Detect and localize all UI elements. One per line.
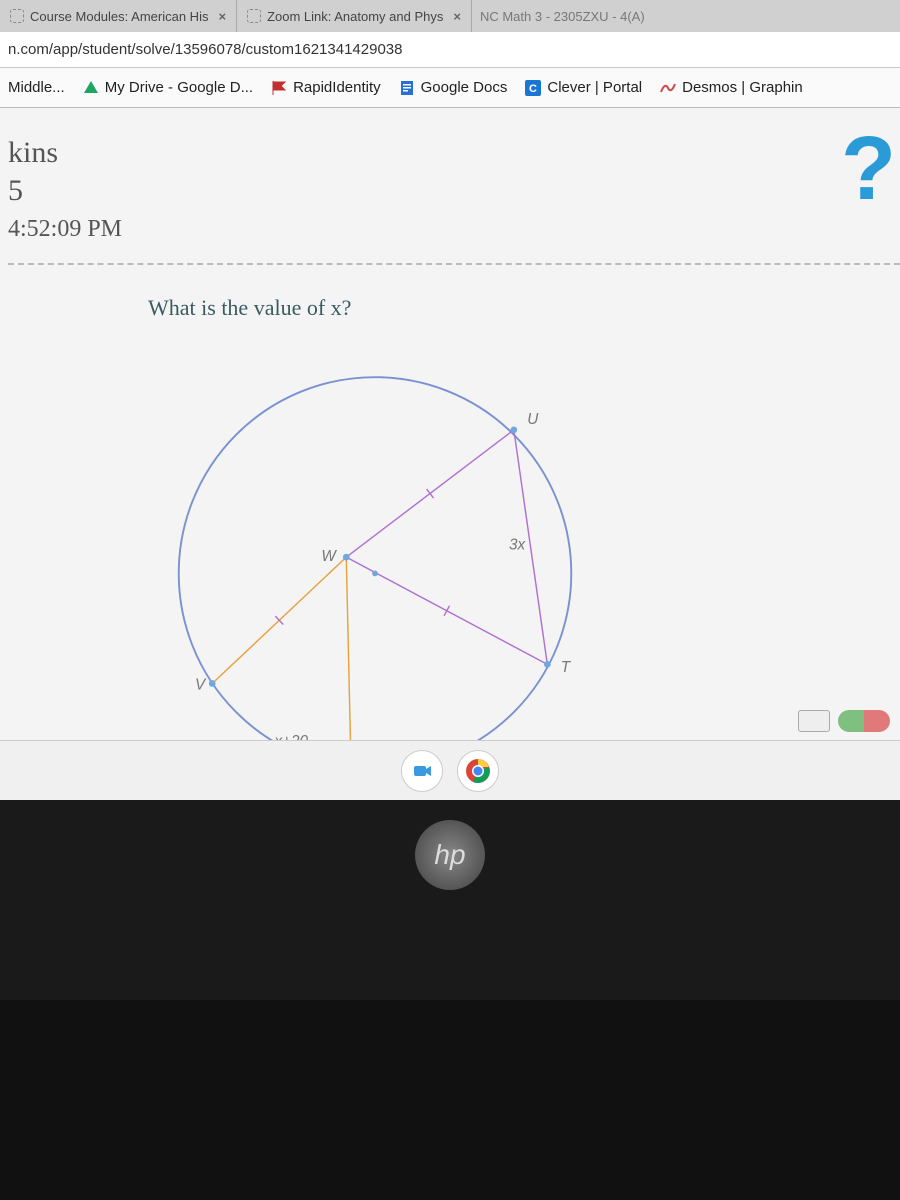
svg-text:V: V: [195, 676, 207, 693]
tab-overflow: NC Math 3 - 2305ZXU - 4(A): [472, 9, 900, 24]
bookmark-label: Google Docs: [421, 79, 508, 96]
svg-text:U: U: [527, 411, 539, 428]
tab-zoom-link[interactable]: Zoom Link: Anatomy and Phys ×: [237, 0, 472, 32]
url-bar[interactable]: n.com/app/student/solve/13596078/custom1…: [0, 32, 900, 68]
taskbar: [0, 740, 900, 800]
keyboard-icon[interactable]: [798, 710, 830, 732]
separator: [8, 263, 900, 265]
canvas-icon: [10, 9, 24, 23]
url-text: n.com/app/student/solve/13596078/custom1…: [8, 41, 402, 58]
close-icon[interactable]: ×: [453, 9, 461, 24]
bookmarks-bar: Middle... My Drive - Google D... RapidId…: [0, 68, 900, 108]
bookmark-label: Clever | Portal: [547, 79, 642, 96]
svg-text:T: T: [561, 659, 572, 676]
flag-icon: [271, 80, 287, 96]
tab-label: Zoom Link: Anatomy and Phys: [267, 9, 443, 24]
header-line1: kins: [8, 136, 900, 170]
screen: Course Modules: American His × Zoom Link…: [0, 0, 900, 1000]
bookmark-desmos[interactable]: Desmos | Graphin: [660, 79, 803, 96]
header-time: 4:52:09 PM: [8, 216, 900, 243]
bookmark-label: RapidIdentity: [293, 79, 381, 96]
bookmark-rapididentity[interactable]: RapidIdentity: [271, 79, 381, 96]
tab-course-modules[interactable]: Course Modules: American His ×: [0, 0, 237, 32]
bookmark-label: My Drive - Google D...: [105, 79, 253, 96]
svg-text:3x: 3x: [509, 536, 527, 553]
svg-text:C: C: [529, 83, 537, 95]
camera-app-icon[interactable]: [401, 750, 443, 792]
docs-icon: [399, 80, 415, 96]
page-header: kins 5 4:52:09 PM: [8, 108, 900, 243]
browser-tabs: Course Modules: American His × Zoom Link…: [0, 0, 900, 32]
hp-logo: hp: [415, 820, 485, 890]
clever-icon: C: [525, 80, 541, 96]
close-icon[interactable]: ×: [218, 9, 226, 24]
bookmark-label: Middle...: [8, 79, 65, 96]
chrome-app-icon[interactable]: [457, 750, 499, 792]
canvas-icon: [247, 9, 261, 23]
bookmark-google-docs[interactable]: Google Docs: [399, 79, 508, 96]
drive-icon: [83, 80, 99, 96]
system-tray: [798, 710, 890, 732]
status-pill-icon[interactable]: [838, 710, 890, 732]
tab-label: Course Modules: American His: [30, 9, 208, 24]
question-text: What is the value of x?: [8, 295, 900, 321]
bookmark-my-drive[interactable]: My Drive - Google D...: [83, 79, 253, 96]
laptop-bezel: hp: [0, 800, 900, 1000]
help-icon[interactable]: ?: [841, 118, 896, 221]
svg-text:W: W: [321, 548, 337, 565]
bookmark-label: Desmos | Graphin: [682, 79, 803, 96]
bookmark-clever[interactable]: C Clever | Portal: [525, 79, 642, 96]
desmos-icon: [660, 80, 676, 96]
bookmark-middle[interactable]: Middle...: [8, 79, 65, 96]
header-line2: 5: [8, 174, 900, 208]
